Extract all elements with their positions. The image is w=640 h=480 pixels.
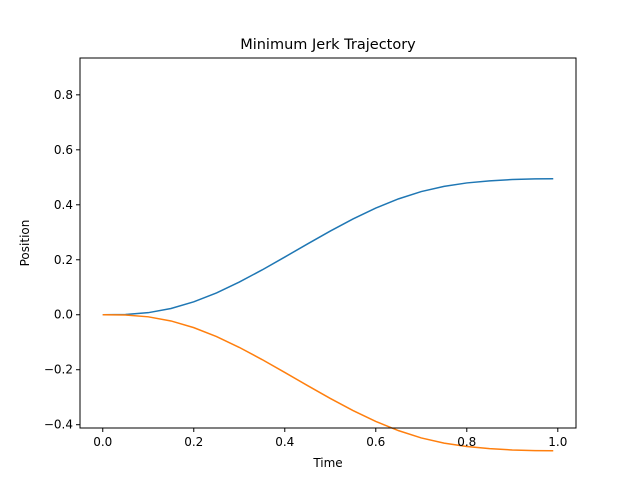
y-tick-label: −0.2 (44, 363, 73, 377)
series-line-2 (102, 314, 554, 452)
x-tick-label: 0.0 (93, 435, 112, 449)
y-tick-label: 0.2 (54, 253, 73, 267)
y-tick-label: 0.4 (54, 198, 73, 212)
plot-area (102, 178, 554, 452)
y-tick-label: 0.6 (54, 143, 73, 157)
x-tick-label: 0.8 (457, 435, 476, 449)
y-axis-label: Position (18, 220, 32, 267)
x-tick-label: 0.6 (366, 435, 385, 449)
x-tick-label: 0.2 (184, 435, 203, 449)
axes-frame (79, 57, 577, 429)
x-axis: 0.0 0.2 0.4 0.6 0.8 1.0 (93, 428, 567, 449)
y-axis: −0.4 −0.2 0.0 0.2 0.4 0.6 0.8 (44, 88, 80, 432)
y-tick-label: 0.0 (54, 308, 73, 322)
chart-title: Minimum Jerk Trajectory (240, 37, 416, 53)
y-tick-label: 0.8 (54, 88, 73, 102)
x-tick-label: 1.0 (548, 435, 567, 449)
x-axis-label: Time (312, 456, 342, 470)
y-tick-label: −0.4 (44, 418, 73, 432)
series-line-1 (102, 178, 554, 316)
x-tick-label: 0.4 (275, 435, 294, 449)
